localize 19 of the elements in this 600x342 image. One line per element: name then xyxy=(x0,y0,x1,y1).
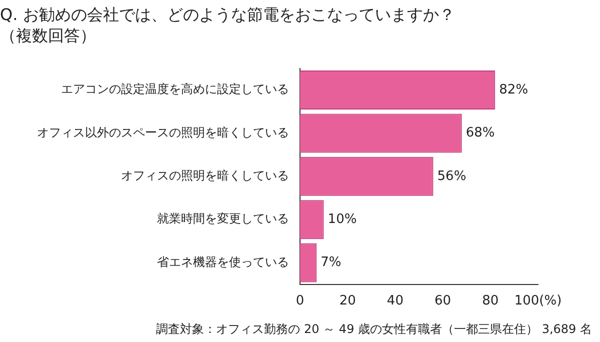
x-tick-label: 40 xyxy=(386,294,404,309)
text: （複数回答） xyxy=(0,26,96,45)
data-label: 10% xyxy=(328,212,357,227)
x-tick-label: 80 xyxy=(482,294,499,309)
data-label: 68% xyxy=(466,126,495,141)
x-tick-label: 60 xyxy=(434,294,452,309)
text: 調査対象：オフィス勤務の 20 ～ 49 歳の女性有職者（一都三県在住） 3,689 名 xyxy=(156,322,592,336)
y-tick-label: 就業時間を変更している xyxy=(157,212,289,226)
y-tick-label: オフィス以外のスペースの照明を暗くしている xyxy=(37,125,289,140)
y-tick-label: 省エネ機器を使っている xyxy=(157,254,289,269)
x-tick-label: 20 xyxy=(339,294,356,309)
y-tick-label: オフィスの照明を暗くしている xyxy=(121,168,289,183)
x-tick-label: 0 xyxy=(296,294,304,309)
data-label: 7% xyxy=(320,255,342,270)
y-tick-label: エアコンの設定温度を高めに設定している xyxy=(61,82,289,96)
data-label: 56% xyxy=(437,168,466,184)
data-label: 82% xyxy=(499,82,528,98)
x-tick-label: 100(%) xyxy=(514,294,562,309)
chart-title: Q. お勧めの会社では、どのような節電をおこなっていますか？ xyxy=(0,4,455,24)
